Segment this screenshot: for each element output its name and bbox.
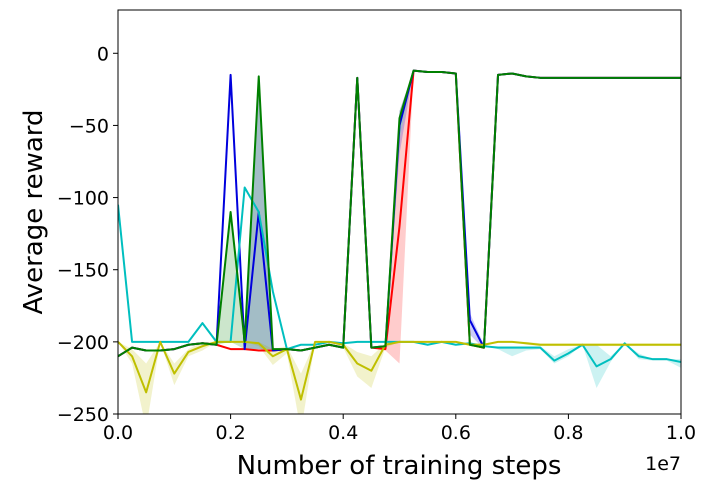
y-axis-label: Average reward [19,109,49,314]
x-axis-ticks: 0.0 0.2 0.4 0.6 0.8 1.0 [103,414,696,444]
y-tick-label: −50 [69,115,109,137]
x-tick-label: 1.0 [666,422,696,444]
x-tick-label: 0.4 [328,422,358,444]
x-tick-label: 0.0 [103,422,133,444]
plot-frame [117,9,682,415]
y-tick-label: −150 [57,260,109,282]
series-band-1 [118,70,681,357]
x-axis-label: Number of training steps [237,451,562,481]
x-tick-label: 0.8 [553,422,583,444]
x-axis-offset-label: 1e7 [645,453,681,475]
x-tick-label: 0.6 [441,422,471,444]
y-tick-label: −200 [57,332,109,354]
y-tick-label: −100 [57,188,109,210]
series-lines [118,69,681,401]
y-tick-label: −250 [57,404,109,426]
y-axis-ticks: 0 −50 −100 −150 −200 −250 [57,43,118,426]
x-tick-label: 0.2 [215,422,245,444]
series-line-4 [118,69,681,358]
series-band-4 [118,70,681,357]
y-tick-label: 0 [97,43,109,65]
